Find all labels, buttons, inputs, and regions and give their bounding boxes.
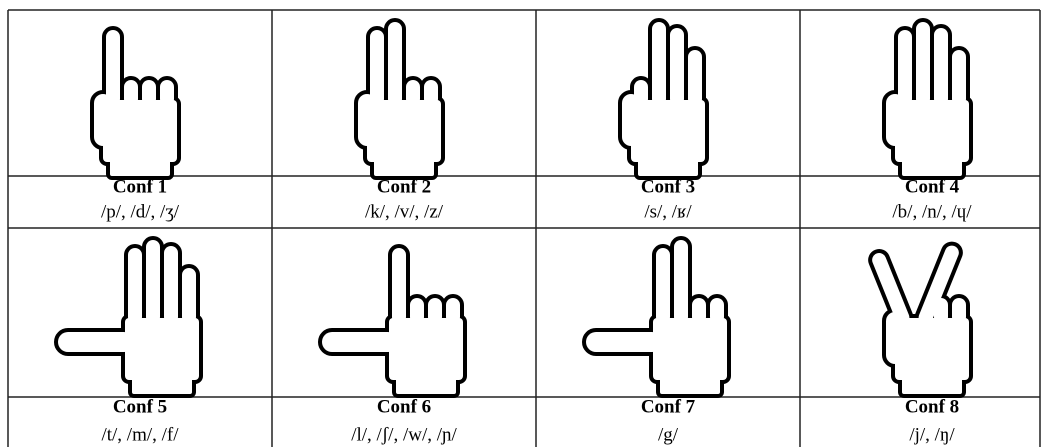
hand-icon [618, 18, 709, 180]
hand-fill [660, 370, 720, 394]
hand-fill [367, 100, 441, 162]
hand-fill [106, 30, 120, 106]
conf-label: Conf 7 [641, 396, 696, 417]
hand-fill [370, 30, 384, 106]
conf-label: Conf 1 [113, 176, 167, 197]
conf-label: Conf 2 [377, 176, 431, 197]
hand-fill [322, 332, 398, 352]
hand-fill [406, 80, 420, 106]
hand-fill [103, 100, 177, 162]
hand-fill [124, 80, 138, 106]
conf-label: Conf 3 [641, 176, 695, 197]
hand-fill [94, 94, 112, 146]
hand-fill [634, 80, 648, 106]
phonemes: /s/, /ʁ/ [644, 201, 692, 222]
hand-fill [898, 30, 912, 106]
hand-fill [392, 248, 406, 324]
hand-fill [182, 268, 196, 324]
hand-fill [895, 100, 969, 162]
hand-icon [318, 244, 467, 398]
hand-fill [670, 28, 684, 106]
hand-fill [656, 248, 670, 324]
hand-icon [354, 18, 445, 180]
hand-fill [631, 100, 705, 162]
hand-fill [160, 80, 174, 106]
hand-fill [902, 152, 962, 176]
hand-fill [653, 318, 727, 380]
hand-fill [638, 152, 698, 176]
hand-fill [586, 332, 662, 352]
hand-fill [688, 50, 702, 106]
phonemes: /t/, /m/, /f/ [101, 424, 179, 445]
hand-fill [142, 80, 156, 106]
hand-fill [410, 298, 424, 324]
phonemes: /k/, /v/, /z/ [365, 201, 444, 222]
phonemes: /p/, /d/, /ʒ/ [101, 201, 180, 222]
conf-label: Conf 5 [113, 396, 167, 417]
hand-fill [125, 318, 199, 380]
conf-label: Conf 8 [905, 396, 959, 417]
hand-fill [934, 28, 948, 106]
hand-icon [582, 236, 731, 398]
hand-fill [446, 298, 460, 324]
hand-fill [895, 318, 969, 380]
hand-fill [710, 298, 724, 324]
hand-fill [110, 152, 170, 176]
hand-icon [90, 26, 181, 180]
hand-icon [868, 241, 973, 398]
hand-fill [916, 22, 930, 106]
hand-fill [128, 248, 142, 324]
hand-fill [132, 370, 192, 394]
hand-fill [886, 94, 904, 146]
phonemes: /l/, /ʃ/, /w/, /ɲ/ [351, 424, 457, 445]
conf-label: Conf 6 [377, 396, 431, 417]
hand-fill [374, 152, 434, 176]
phonemes: /b/, /n/, /ɥ/ [892, 201, 972, 222]
hand-fill [692, 298, 706, 324]
hand-fill [428, 298, 442, 324]
hand-fill [652, 22, 666, 106]
conf-label: Conf 4 [905, 176, 960, 197]
hand-icon [54, 236, 203, 398]
hand-fill [674, 240, 688, 324]
hand-fill [424, 80, 438, 106]
hand-fill [58, 332, 134, 352]
phonemes: /g/ [658, 424, 679, 445]
hand-fill [146, 240, 160, 324]
hand-fill [388, 22, 402, 106]
hand-icon [882, 18, 973, 180]
hand-fill [934, 298, 948, 324]
hand-fill [952, 298, 966, 324]
hand-fill [952, 50, 966, 106]
hand-fill [389, 318, 463, 380]
phonemes: /j/, /ŋ/ [909, 424, 955, 445]
hand-fill [164, 246, 178, 324]
hand-fill [396, 370, 456, 394]
hand-fill [886, 312, 904, 364]
hand-fill [902, 370, 962, 394]
hand-fill [622, 94, 640, 146]
hand-fill [872, 253, 910, 325]
hand-fill [918, 245, 959, 325]
hand-fill [358, 94, 376, 146]
